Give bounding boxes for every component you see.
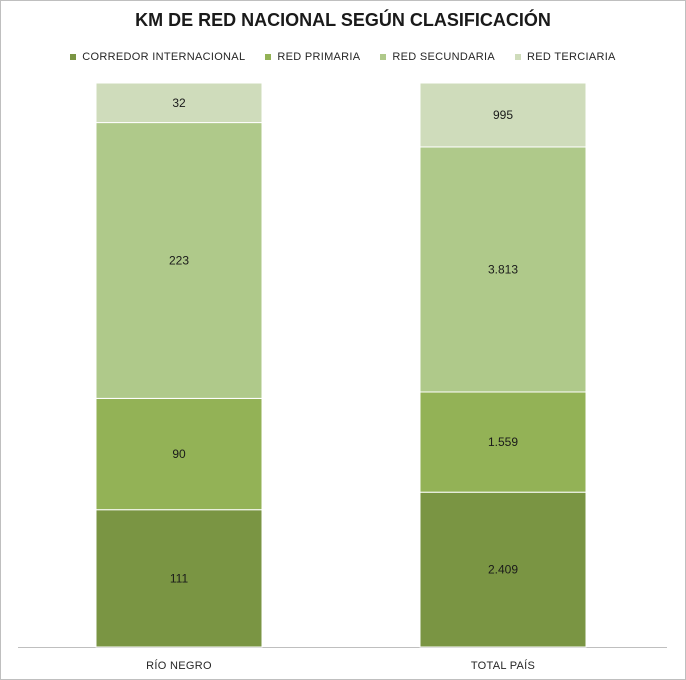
legend-entry: CORREDOR INTERNACIONAL xyxy=(70,48,245,66)
legend-swatch xyxy=(265,54,272,60)
legend-label: RED SECUNDARIA xyxy=(392,51,496,63)
data-label: 2.409 xyxy=(488,563,518,577)
data-label: 223 xyxy=(169,253,189,267)
bar-segment xyxy=(95,122,263,399)
legend-swatch xyxy=(70,54,77,60)
data-label: 111 xyxy=(170,571,189,585)
data-label: 995 xyxy=(493,108,513,122)
legend-label: RED PRIMARIA xyxy=(277,51,361,63)
category-label: TOTAL PAÍS xyxy=(471,659,535,672)
data-label: 1.559 xyxy=(488,435,518,449)
bar-segment xyxy=(419,146,587,393)
bar-segment xyxy=(95,82,263,124)
chart-legend: CORREDOR INTERNACIONAL RED PRIMARIA RED SE… xyxy=(1,48,685,66)
data-label: 32 xyxy=(172,96,186,110)
legend-entry: RED SECUNDARIA xyxy=(380,48,495,66)
bar-segment xyxy=(419,391,587,493)
category-label: RÍO NEGRO xyxy=(146,659,212,672)
data-label: 90 xyxy=(172,447,186,461)
chart-title: KM DE RED NACIONAL SEGÚN CLASIFICACIÓN xyxy=(135,10,551,30)
bar-segment xyxy=(419,82,587,148)
bar-segment xyxy=(95,397,263,511)
legend-swatch xyxy=(380,54,387,60)
legend-label: CORREDOR INTERNACIONAL xyxy=(82,51,246,63)
legend-entry: RED TERCIARIA xyxy=(515,48,616,66)
legend-entry: RED PRIMARIA xyxy=(265,48,360,66)
legend-label: RED TERCIARIA xyxy=(527,51,616,63)
legend-swatch xyxy=(515,54,522,60)
bar-segment xyxy=(95,509,263,648)
data-label: 3.813 xyxy=(488,262,518,276)
bar-segment xyxy=(419,491,587,648)
